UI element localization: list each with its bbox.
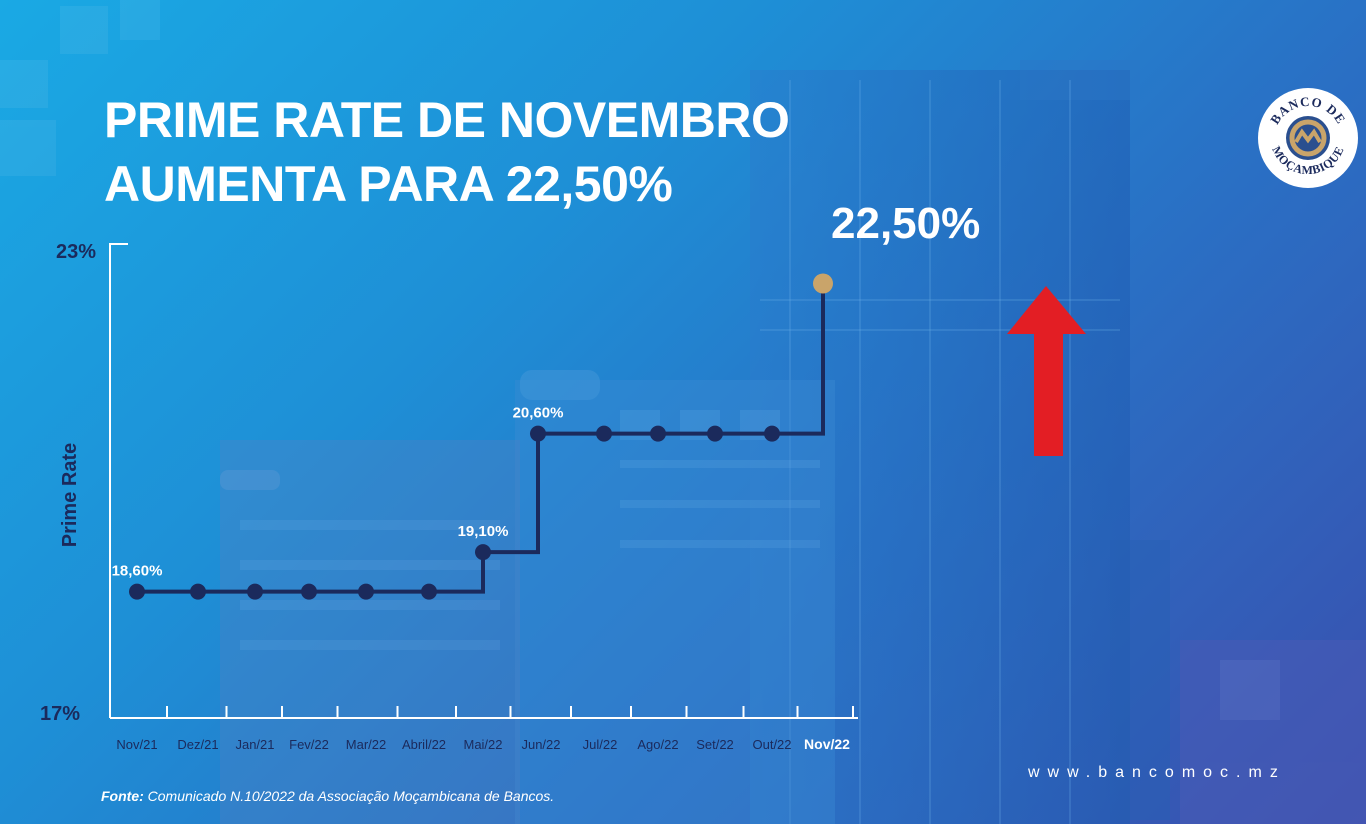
x-tick-label: Mai/22 xyxy=(463,737,502,752)
data-labels: 18,60% 19,10% 20,60% 22,50% xyxy=(112,199,981,580)
source-text: Comunicado N.10/2022 da Associação Moçam… xyxy=(143,788,555,804)
x-tick-label: Ago/22 xyxy=(637,737,678,752)
x-tick-label: Abril/22 xyxy=(402,737,446,752)
y-axis xyxy=(109,243,128,718)
marker-set-22 xyxy=(707,425,723,442)
left-building xyxy=(220,440,520,824)
marker-fev-22 xyxy=(301,583,317,600)
x-tick-label: Nov/22 xyxy=(804,736,850,752)
marker-out-22 xyxy=(764,425,780,442)
x-tick-label: Set/22 xyxy=(696,737,734,752)
data-label-nov-21: 18,60% xyxy=(112,563,163,580)
prime-rate-step-line xyxy=(137,283,825,594)
marker-jul-22 xyxy=(596,425,612,442)
marker-nov-22 xyxy=(813,273,833,294)
x-tick-labels: Nov/21 Dez/21 Jan/21 Fev/22 Mar/22 Abril/22 Ma… xyxy=(116,736,850,752)
marker-nov-21 xyxy=(129,583,145,600)
x-tick-label: Nov/21 xyxy=(116,737,157,752)
marker-jun-22 xyxy=(530,425,546,442)
data-label-jun-22: 20,60% xyxy=(513,405,564,422)
tall-tower xyxy=(750,60,1170,824)
headline-line-2: AUMENTA PARA 22,50% xyxy=(104,156,673,212)
data-label-mai-22: 19,10% xyxy=(458,523,509,540)
source-note: Fonte: Comunicado N.10/2022 da Associaçã… xyxy=(101,788,554,804)
x-ticks xyxy=(166,706,854,718)
x-tick-label: Dez/21 xyxy=(177,737,218,752)
headline: PRIME RATE DE NOVEMBRO AUMENTA PARA 22,5… xyxy=(104,88,790,216)
marker-abril-22 xyxy=(421,583,437,600)
source-label: Fonte: xyxy=(101,788,144,804)
x-tick-label: Fev/22 xyxy=(289,737,329,752)
marker-mai-22 xyxy=(475,544,491,561)
banco-de-mocambique-logo: BANCO DE MOÇAMBIQUE xyxy=(1258,88,1358,188)
website-url: www.bancomoc.mz xyxy=(1028,764,1286,781)
marker-mar-22 xyxy=(358,583,374,600)
data-markers xyxy=(129,273,833,600)
x-tick-label: Mar/22 xyxy=(346,737,386,752)
marker-ago-22 xyxy=(650,425,666,442)
marker-jan-21 xyxy=(247,583,263,600)
y-tick-min: 17% xyxy=(40,703,80,725)
x-tick-label: Out/22 xyxy=(752,737,791,752)
y-axis-label: Prime Rate xyxy=(59,443,81,548)
middle-building xyxy=(515,370,835,824)
headline-line-1: PRIME RATE DE NOVEMBRO xyxy=(104,92,790,148)
up-arrow-icon xyxy=(1007,286,1086,456)
x-tick-label: Jun/22 xyxy=(521,737,560,752)
x-tick-label: Jan/21 xyxy=(235,737,274,752)
x-tick-label: Jul/22 xyxy=(583,737,618,752)
data-label-nov-22: 22,50% xyxy=(831,199,980,248)
marker-dez-21 xyxy=(190,583,206,600)
y-tick-max: 23% xyxy=(56,241,96,263)
